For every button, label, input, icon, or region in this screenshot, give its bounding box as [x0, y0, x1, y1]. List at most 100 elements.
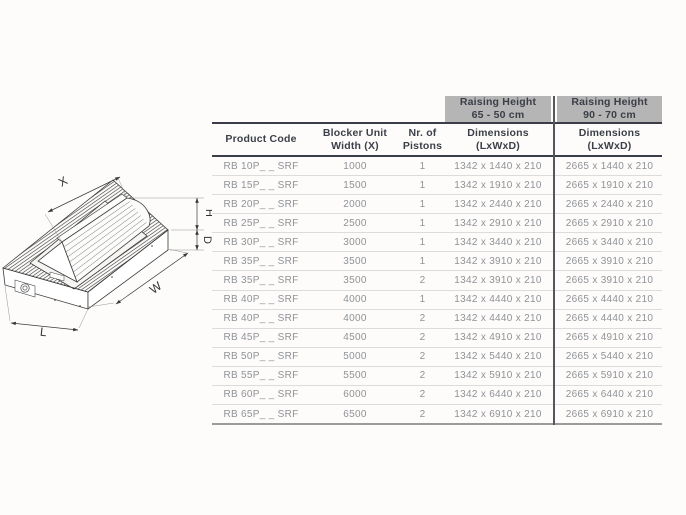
cell-code: RB 50P_ _ SRF [223, 351, 299, 363]
cell-width: 2500 [343, 217, 367, 229]
conduit-hole-inner [22, 285, 28, 291]
column-header-blocker-width: Blocker Unit Width (X) [310, 124, 400, 155]
cell-code: RB 55P_ _ SRF [223, 370, 299, 382]
dimension-lines [10, 176, 199, 332]
cell-code: RB 35P_ _ SRF [223, 275, 299, 286]
cell-code: RB 10P_ _ SRF [223, 160, 299, 172]
cell-dim-65-50: 1342 x 6910 x 210 [454, 408, 542, 420]
cell-pistons: 2 [419, 370, 426, 382]
table-row: RB 45P_ _ SRF 4500 2 1342 x 4910 x 210 2665 … [212, 329, 662, 348]
column-header-line: Width (X) [331, 139, 379, 152]
cell-pistons: 2 [419, 313, 426, 325]
cell-code: RB 30P_ _ SRF [223, 236, 299, 248]
column-header-line: Blocker Unit [322, 126, 388, 139]
conduit-hole-outer [20, 283, 30, 293]
column-divider-line [553, 96, 555, 425]
table-row: RB 15P_ _ SRF 1500 1 1342 x 1910 x 210 2665 … [212, 176, 662, 196]
table-row: RB 50P_ _ SRF 5000 2 1342 x 5440 x 210 2665 … [212, 348, 662, 367]
table-row: RB 35P_ _ SRF 3500 2 1342 x 3910 x 210 2665 … [212, 271, 662, 291]
column-header-line: Dimensions [578, 126, 641, 139]
cell-dim-90-70: 2665 x 2440 x 210 [565, 198, 654, 210]
cell-pistons: 2 [419, 275, 426, 286]
cell-pistons: 2 [419, 351, 426, 363]
column-header-line: Dimensions [467, 126, 529, 139]
table-row: RB 55P_ _ SRF 5500 2 1342 x 5910 x 210 2665 … [212, 367, 662, 386]
cell-code: RB 40P_ _ SRF [223, 313, 299, 325]
cell-dim-90-70: 2665 x 4440 x 210 [565, 313, 654, 325]
dim-line-w [115, 252, 189, 305]
cell-code: RB 65P_ _ SRF [223, 408, 299, 420]
column-header-dimensions-90-70: Dimensions (LxWxD) [557, 124, 662, 155]
table-body: RB 10P_ _ SRF 1000 1 1342 x 1440 x 210 2665 … [212, 157, 662, 425]
cell-pistons: 2 [419, 408, 426, 420]
cell-width: 1000 [343, 160, 367, 172]
cell-width: 3500 [343, 255, 367, 267]
cell-pistons: 1 [419, 160, 426, 172]
column-header-pistons: Nr. of Pistons [400, 124, 445, 155]
column-header-line: Nr. of [408, 126, 437, 139]
cell-code: RB 20P_ _ SRF [223, 198, 299, 210]
cell-pistons: 1 [419, 217, 426, 229]
cell-width: 3000 [343, 236, 367, 248]
cell-dim-65-50: 1342 x 3910 x 210 [454, 275, 542, 286]
cell-dim-65-50: 1342 x 3440 x 210 [454, 236, 542, 248]
cell-dim-90-70: 2665 x 3910 x 210 [565, 275, 654, 286]
dim-line-l [10, 321, 79, 332]
spec-table: Raising Height 65 - 50 cm Raising Height… [212, 96, 662, 425]
bolt-dot [54, 299, 56, 301]
cell-code: RB 40P_ _ SRF [223, 294, 299, 306]
cell-pistons: 1 [419, 179, 426, 191]
cell-code: RB 35P_ _ SRF [223, 255, 299, 267]
product-drawing: X H D W L [0, 155, 212, 353]
cell-code: RB 15P_ _ SRF [223, 179, 299, 191]
table-row: RB 30P_ _ SRF 3000 1 1342 x 3440 x 210 2665 … [212, 233, 662, 253]
cell-dim-65-50: 1342 x 5910 x 210 [454, 370, 542, 382]
raising-height-band: Raising Height 65 - 50 cm Raising Height… [212, 96, 662, 122]
cell-code: RB 25P_ _ SRF [223, 217, 299, 229]
column-header-line: (LxWxD) [476, 139, 520, 152]
cell-dim-65-50: 1342 x 2440 x 210 [454, 198, 542, 210]
cell-width: 6000 [343, 389, 367, 401]
column-header-product-code: Product Code [212, 124, 310, 155]
cell-dim-90-70: 2665 x 5910 x 210 [565, 370, 654, 382]
cell-dim-90-70: 2665 x 3910 x 210 [565, 255, 654, 267]
table-row: RB 25P_ _ SRF 2500 1 1342 x 2910 x 210 2665 … [212, 214, 662, 234]
table-row: RB 40P_ _ SRF 4000 1 1342 x 4440 x 210 2665 … [212, 291, 662, 310]
cell-width: 2000 [343, 198, 367, 210]
cell-pistons: 1 [419, 236, 426, 248]
cell-dim-90-70: 2665 x 4910 x 210 [565, 332, 654, 344]
table-row: RB 40P_ _ SRF 4000 2 1342 x 4440 x 210 2665 … [212, 310, 662, 329]
dim-label-w: W [147, 278, 165, 296]
cell-code: RB 45P_ _ SRF [223, 332, 299, 344]
column-header-line: (LxWxD) [587, 139, 632, 152]
cell-dim-90-70: 2665 x 4440 x 210 [565, 294, 654, 306]
table-row: RB 65P_ _ SRF 6500 2 1342 x 6910 x 210 2665 … [212, 405, 662, 423]
group-header-90-70: Raising Height 90 - 70 cm [557, 96, 662, 122]
cell-code: RB 60P_ _ SRF [223, 389, 299, 401]
cell-dim-65-50: 1342 x 5440 x 210 [454, 351, 542, 363]
cell-pistons: 1 [419, 294, 426, 306]
table-row: RB 20P_ _ SRF 2000 1 1342 x 2440 x 210 2665 … [212, 195, 662, 215]
group-header-title: Raising Height [459, 96, 537, 109]
band-spacer [212, 96, 445, 122]
wedge-end-plate [49, 271, 65, 282]
cell-dim-65-50: 1342 x 2910 x 210 [454, 217, 542, 229]
cell-width: 4500 [343, 332, 367, 344]
dim-label-h: H [203, 209, 212, 217]
cell-width: 1500 [343, 179, 367, 191]
cell-width: 5000 [343, 351, 367, 363]
table-row: RB 60P_ _ SRF 6000 2 1342 x 6440 x 210 2665 … [212, 386, 662, 406]
bolt-dot [151, 245, 153, 247]
road-blocker-diagram: X H D W L [2, 173, 212, 339]
group-header-subtitle: 65 - 50 cm [471, 109, 525, 121]
column-header-dimensions-65-50: Dimensions (LxWxD) [445, 124, 551, 155]
cell-pistons: 2 [419, 332, 426, 344]
cell-pistons: 1 [419, 255, 426, 267]
cell-dim-65-50: 1342 x 6440 x 210 [454, 389, 542, 401]
cell-dim-90-70: 2665 x 3440 x 210 [565, 236, 654, 248]
cell-dim-90-70: 2665 x 1440 x 210 [565, 160, 654, 172]
cell-width: 4000 [343, 313, 367, 325]
table-row: RB 10P_ _ SRF 1000 1 1342 x 1440 x 210 2665 … [212, 157, 662, 177]
column-header-row: Product Code Blocker Unit Width (X) Nr. … [212, 122, 662, 157]
wedge-end-cap [37, 241, 78, 283]
